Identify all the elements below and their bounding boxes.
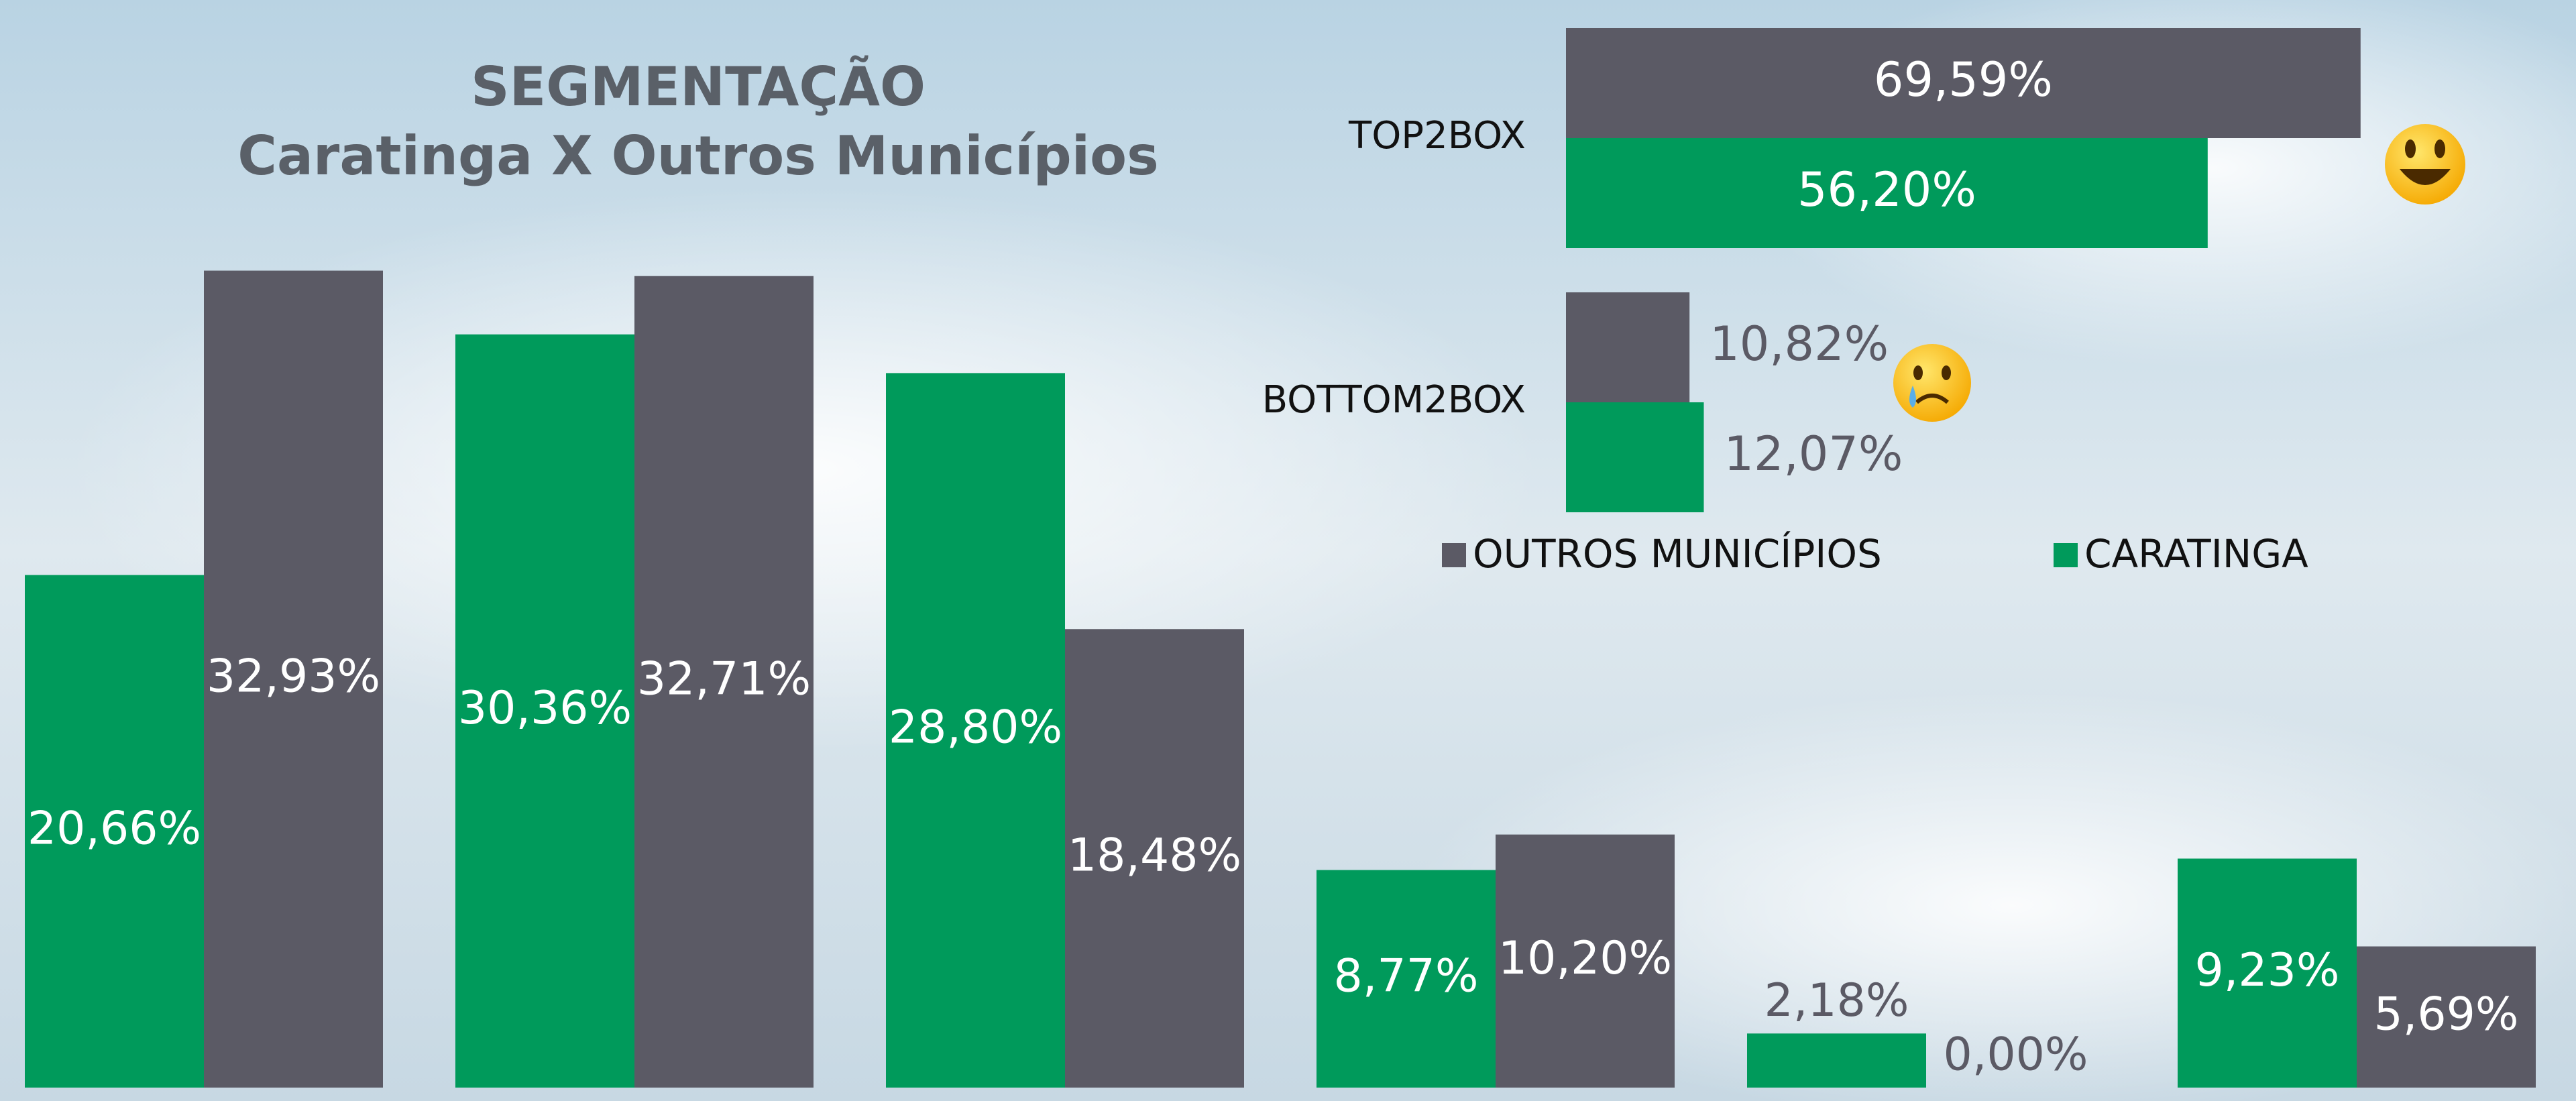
data-label: 10,20% [1498, 932, 1672, 985]
bar [1317, 870, 1496, 1088]
chart-title: SEGMENTAÇÃO [471, 55, 926, 118]
legend-swatch [2054, 543, 2078, 567]
bar [1566, 292, 1690, 402]
data-label: 30,36% [458, 682, 632, 735]
bar [1566, 138, 2208, 248]
data-label: 18,48% [1068, 829, 1241, 882]
data-label: 5,69% [2373, 988, 2518, 1041]
data-label: 32,71% [637, 652, 811, 705]
legend-swatch [1442, 543, 1466, 567]
legend-label: CARATINGA [2084, 531, 2308, 577]
data-label: 2,18% [1764, 974, 1909, 1027]
y-tick-label: BOTTOM2BOX [1262, 378, 1526, 422]
emoji-sad [1893, 344, 1971, 422]
legend-label: OUTROS MUNICÍPIOS [1473, 530, 1882, 577]
data-label: 56,20% [1797, 162, 1976, 217]
bar [1747, 1033, 1926, 1088]
bar [1065, 629, 1244, 1088]
data-label: 9,23% [2194, 944, 2339, 997]
bar [2178, 858, 2357, 1088]
data-label: 12,07% [1724, 426, 1903, 481]
bar [634, 276, 814, 1088]
emoji-happy [2385, 124, 2465, 205]
bar [2357, 946, 2536, 1088]
bar [1566, 402, 1704, 512]
data-label: 0,00% [1943, 1029, 2088, 1082]
data-label: 8,77% [1333, 949, 1478, 1002]
data-label: 69,59% [1874, 52, 2053, 107]
bar [25, 575, 204, 1088]
data-label: 28,80% [889, 701, 1062, 754]
bar [886, 373, 1065, 1088]
bar [204, 270, 383, 1088]
data-label: 20,66% [27, 802, 201, 855]
bar [1496, 834, 1675, 1088]
data-label: 10,82% [1710, 316, 1889, 371]
bar [1566, 28, 2361, 138]
y-tick-label: TOP2BOX [1348, 114, 1526, 158]
chart-subtitle: Caratinga X Outros Municípios [237, 125, 1159, 187]
data-label: 32,93% [207, 650, 380, 703]
bar [455, 334, 634, 1088]
